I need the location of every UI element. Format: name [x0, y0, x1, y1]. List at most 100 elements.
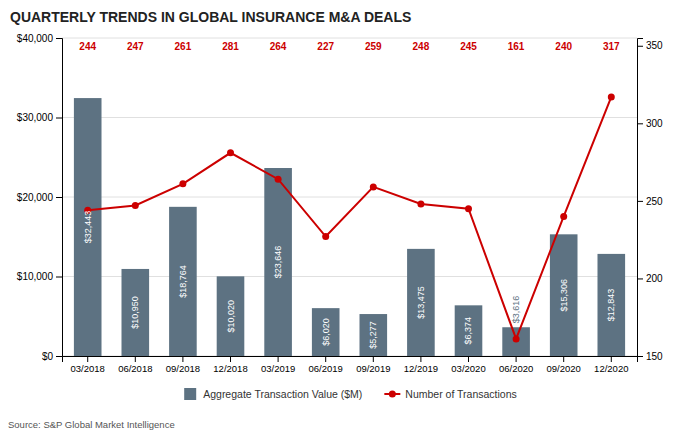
x-tick: 03/2020: [451, 356, 485, 374]
line-label: 317: [603, 41, 620, 52]
x-tick-label: 12/2020: [594, 363, 628, 374]
bar-label: $32,443: [83, 211, 93, 244]
y-tick: $0: [42, 351, 62, 362]
bar: [121, 269, 149, 356]
line-point: [179, 180, 186, 187]
x-tick-mark: [373, 356, 374, 362]
y2-axis: 150 200 250 300 350: [637, 39, 663, 362]
line-label: 281: [222, 41, 239, 52]
x-tick-label: 03/2020: [451, 363, 485, 374]
line-label: 261: [175, 41, 192, 52]
bar: [74, 98, 102, 356]
x-tick-label: 03/2018: [71, 363, 105, 374]
legend-swatch: [184, 388, 196, 400]
line-label: 264: [270, 41, 287, 52]
y-tick-label: $0: [42, 351, 54, 362]
y2-tick-mark: [637, 278, 643, 279]
bar-label: $3,616: [511, 296, 521, 324]
bar: [312, 308, 340, 356]
x-tick: 06/2020: [499, 356, 533, 374]
plot: 03/201806/201809/201812/201803/201906/20…: [17, 33, 663, 374]
x-tick: 09/2020: [547, 356, 581, 374]
line-point: [560, 213, 567, 220]
line-point: [465, 205, 472, 212]
bar-label: $18,764: [178, 265, 188, 298]
x-tick-mark: [182, 356, 183, 362]
grid-line: [62, 38, 637, 39]
x-tick-label: 06/2020: [499, 363, 533, 374]
y-tick-label: $40,000: [17, 33, 54, 44]
x-tick-mark: [135, 356, 136, 362]
y-tick-label: $30,000: [17, 112, 54, 123]
x-tick-label: 09/2020: [547, 363, 581, 374]
bar-label: $6,020: [321, 318, 331, 346]
line-label: 245: [460, 41, 477, 52]
y2-tick: 250: [637, 196, 663, 207]
y2-tick-mark: [637, 201, 643, 202]
line-point: [322, 233, 329, 240]
x-tick: 09/2018: [166, 356, 200, 374]
x-tick-mark: [230, 356, 231, 362]
bar-label: $23,646: [273, 246, 283, 279]
x-tick-label: 09/2018: [166, 363, 200, 374]
x-tick-mark: [420, 356, 421, 362]
x-tick-label: 12/2018: [213, 363, 247, 374]
x-tick: 12/2019: [404, 356, 438, 374]
bar: [550, 234, 578, 356]
y-tick-mark: [56, 277, 62, 278]
x-tick-label: 09/2019: [356, 363, 390, 374]
bar-label: $12,843: [606, 289, 616, 322]
x-axis: 03/201806/201809/201812/201803/201906/20…: [63, 356, 638, 374]
x-tick-label: 12/2019: [404, 363, 438, 374]
bar: [169, 207, 197, 356]
x-tick-label: 06/2019: [309, 363, 343, 374]
y-tick-mark: [56, 356, 62, 357]
line-label: 227: [317, 41, 334, 52]
y2-tick: 150: [637, 351, 663, 362]
line-point: [275, 176, 282, 183]
line-point: [513, 335, 520, 342]
line-point: [132, 202, 139, 209]
line-label: 244: [79, 41, 96, 52]
x-tick: 09/2019: [356, 356, 390, 374]
marks: [74, 93, 625, 356]
grid-line: [62, 117, 637, 118]
line-label: 259: [365, 41, 382, 52]
y2-tick-label: 200: [646, 273, 663, 284]
bar: [407, 249, 435, 356]
title: QUARTERLY TRENDS IN GLOBAL INSURANCE M&A…: [10, 9, 411, 25]
y2-tick-label: 350: [646, 40, 663, 51]
x-tick-mark: [325, 356, 326, 362]
bar-label: $5,277: [368, 321, 378, 349]
bar: [597, 254, 625, 356]
line-point: [417, 200, 424, 207]
x-tick-mark: [563, 356, 564, 362]
y2-tick-label: 150: [646, 351, 663, 362]
bar: [502, 327, 530, 356]
y2-tick: 300: [637, 118, 663, 129]
y2-tick-label: 250: [646, 196, 663, 207]
x-tick: 12/2020: [594, 356, 628, 374]
x-tick-mark: [516, 356, 517, 362]
line-point: [227, 149, 234, 156]
legend: Aggregate Transaction Value ($M)Number o…: [184, 388, 517, 400]
y-axis-line: [56, 39, 63, 357]
line-label: 240: [555, 41, 572, 52]
y2-tick-mark: [637, 356, 643, 357]
y2-tick: 200: [637, 273, 663, 284]
bar: [217, 276, 245, 356]
bar-series: [74, 98, 625, 356]
source: Source: S&P Global Market Intelligence: [8, 419, 175, 430]
bar-label: $10,020: [226, 300, 236, 333]
bar: [264, 168, 292, 356]
y-tick-label: $20,000: [17, 192, 54, 203]
y2-tick-label: 300: [646, 118, 663, 129]
line-point: [608, 93, 615, 100]
y-tick: $30,000: [17, 112, 62, 123]
y2-axis-line: [638, 39, 644, 357]
y-tick: $20,000: [17, 192, 62, 203]
line-point: [370, 183, 377, 190]
line: [88, 97, 612, 339]
x-tick-mark: [278, 356, 279, 362]
line-label: 248: [413, 41, 430, 52]
